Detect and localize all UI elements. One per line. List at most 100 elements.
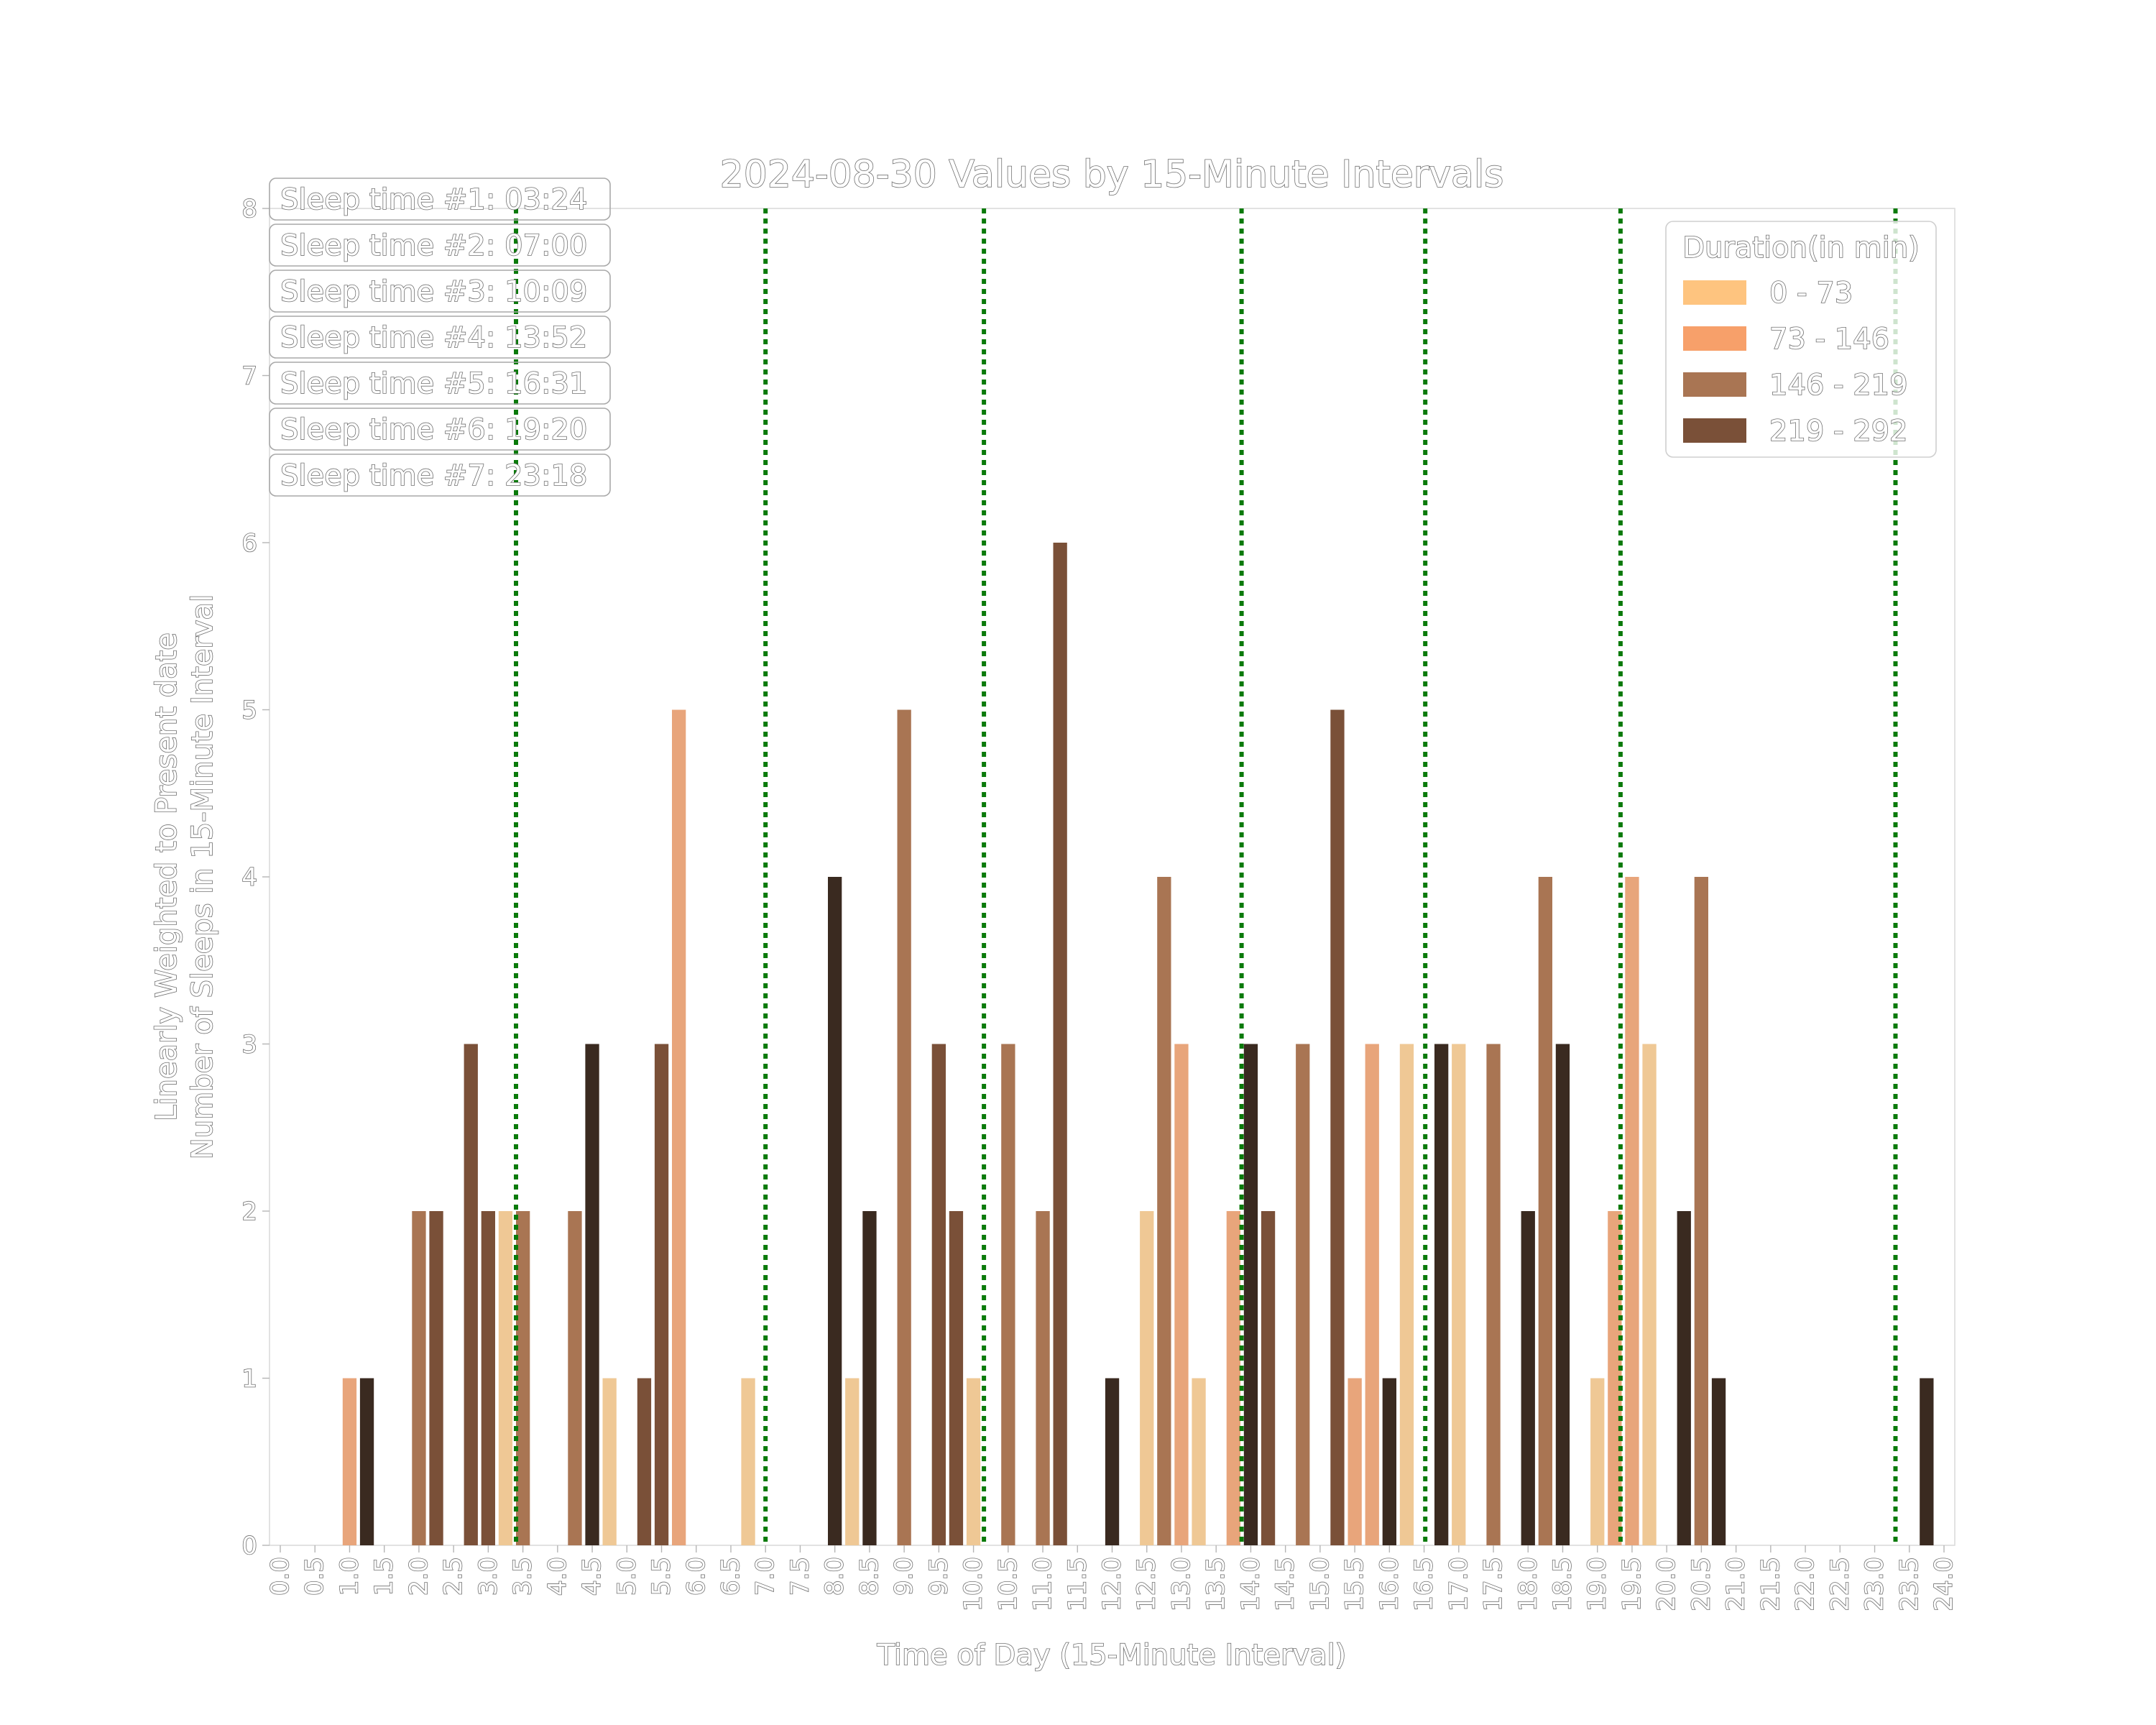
- bar: [464, 1044, 478, 1545]
- bar: [637, 1378, 652, 1545]
- bars-layer: [342, 543, 1934, 1545]
- x-tick-label: 6.0: [682, 1557, 711, 1596]
- y-tick-label: 8: [241, 195, 257, 224]
- bar: [1157, 877, 1171, 1545]
- legend-entry-label: 0 - 73: [1769, 277, 1853, 310]
- sleep-time-label-box: [269, 270, 611, 313]
- sleep-time-label-box: [269, 224, 611, 267]
- x-tick-label: 13.0: [1167, 1557, 1196, 1611]
- x-tick-label: 21.5: [1756, 1557, 1785, 1611]
- bar: [1538, 877, 1552, 1545]
- bar: [949, 1211, 964, 1545]
- bar: [845, 1378, 860, 1545]
- sleep-time-label: Sleep time #4: 13:52: [280, 321, 587, 354]
- bar: [1296, 1044, 1310, 1545]
- y-tick-label: 4: [241, 863, 257, 892]
- x-tick-label: 23.0: [1861, 1557, 1889, 1611]
- legend-swatch: [1683, 326, 1746, 351]
- bar: [672, 709, 686, 1545]
- y-tick-label: 1: [241, 1365, 257, 1394]
- y-tick-label: 7: [241, 362, 257, 391]
- bar: [1608, 1211, 1622, 1545]
- bar: [1590, 1378, 1605, 1545]
- bar: [516, 1211, 530, 1545]
- bar: [1053, 543, 1067, 1545]
- y-axis-label-line-1: Linearly Weighted to Present date: [150, 632, 183, 1121]
- x-tick-label: 4.0: [543, 1557, 572, 1596]
- sleep-time-label-box: [269, 362, 611, 405]
- x-tick-label: 10.5: [994, 1557, 1023, 1611]
- bar: [1243, 1044, 1258, 1545]
- bar: [498, 1211, 513, 1545]
- x-tick-label: 11.5: [1063, 1557, 1092, 1611]
- x-tick-label: 0.0: [266, 1557, 295, 1596]
- x-tick-label: 20.0: [1652, 1557, 1681, 1611]
- sleep-time-label: Sleep time #1: 03:24: [280, 183, 587, 216]
- chart-title: 2024-08-30 Values by 15-Minute Intervals: [720, 153, 1504, 196]
- sleep-time-label: Sleep time #6: 19:20: [280, 413, 587, 446]
- legend: Duration(in min) 0 - 73 73 - 146 146 - 219 2…: [1665, 221, 1937, 458]
- bar: [412, 1211, 426, 1545]
- bar: [862, 1211, 877, 1545]
- bar: [1330, 709, 1345, 1545]
- x-tick-label: 24.0: [1930, 1557, 1958, 1611]
- x-tick-label: 23.5: [1895, 1557, 1924, 1611]
- legend-entry-label: 146 - 219: [1769, 369, 1908, 402]
- x-tick-label: 4.5: [578, 1557, 607, 1596]
- x-tick-label: 0.5: [300, 1557, 329, 1596]
- x-tick-label: 14.0: [1236, 1557, 1265, 1611]
- legend-entry-label: 73 - 146: [1769, 323, 1889, 356]
- x-tick-label: 16.0: [1375, 1557, 1404, 1611]
- bar: [342, 1378, 357, 1545]
- x-tick-label: 15.0: [1306, 1557, 1335, 1611]
- x-tick-label: 20.5: [1687, 1557, 1715, 1611]
- x-tick-label: 13.5: [1202, 1557, 1230, 1611]
- x-tick-label: 1.5: [370, 1557, 399, 1596]
- x-tick-label: 2.0: [405, 1557, 433, 1596]
- bar: [966, 1378, 981, 1545]
- x-tick-label: 22.5: [1825, 1557, 1854, 1611]
- bar: [1036, 1211, 1050, 1545]
- bar: [1261, 1211, 1276, 1545]
- x-tick-label: 1.0: [336, 1557, 364, 1596]
- x-tick-label: 19.0: [1583, 1557, 1612, 1611]
- x-tick-label: 18.0: [1514, 1557, 1542, 1611]
- bar: [585, 1044, 599, 1545]
- bar: [1348, 1378, 1362, 1545]
- bar: [1365, 1044, 1379, 1545]
- y-tick-label: 0: [241, 1532, 257, 1560]
- legend-title: Duration(in min): [1682, 231, 1920, 264]
- bar: [602, 1378, 617, 1545]
- sleep-time-annotations: Sleep time #1: 03:24 Sleep time #2: 07:00…: [269, 178, 611, 497]
- x-axis-label: Time of Day (15-Minute Interval): [877, 1639, 1347, 1672]
- y-tick-label: 5: [241, 696, 257, 725]
- bar: [1452, 1044, 1466, 1545]
- bar: [1711, 1378, 1726, 1545]
- x-tick-label: 16.5: [1410, 1557, 1439, 1611]
- y-tick-label: 6: [241, 529, 257, 558]
- y-axis-ticks: 0 1 2 3 4 5 6 7 8: [241, 194, 270, 1561]
- bar: [481, 1211, 495, 1545]
- bar: [1226, 1211, 1240, 1545]
- x-tick-label: 5.0: [612, 1557, 641, 1596]
- x-axis-ticks: 0.0 0.5 1.0 1.5 2.0 2.5 3.0 3.5 4.0 4.5 5.0 5.5 6.0 6…: [265, 1545, 1959, 1612]
- x-tick-label: 9.5: [924, 1557, 953, 1596]
- x-tick-label: 5.5: [648, 1557, 676, 1596]
- bar: [1192, 1378, 1206, 1545]
- bar: [1399, 1044, 1414, 1545]
- bar: [897, 709, 911, 1545]
- x-tick-label: 7.5: [786, 1557, 814, 1596]
- bar: [1001, 1044, 1015, 1545]
- x-tick-label: 12.0: [1098, 1557, 1127, 1611]
- bar: [1920, 1378, 1934, 1545]
- x-tick-label: 17.5: [1479, 1557, 1508, 1611]
- bar: [1694, 877, 1708, 1545]
- sleep-time-label: Sleep time #5: 16:31: [280, 367, 587, 400]
- legend-entry-label: 219 - 292: [1769, 415, 1908, 448]
- sleep-time-label: Sleep time #2: 07:00: [280, 229, 587, 262]
- bar: [1555, 1044, 1570, 1545]
- bar: [1486, 1044, 1501, 1545]
- x-tick-label: 22.0: [1791, 1557, 1820, 1611]
- sleep-time-label-box: [269, 408, 611, 451]
